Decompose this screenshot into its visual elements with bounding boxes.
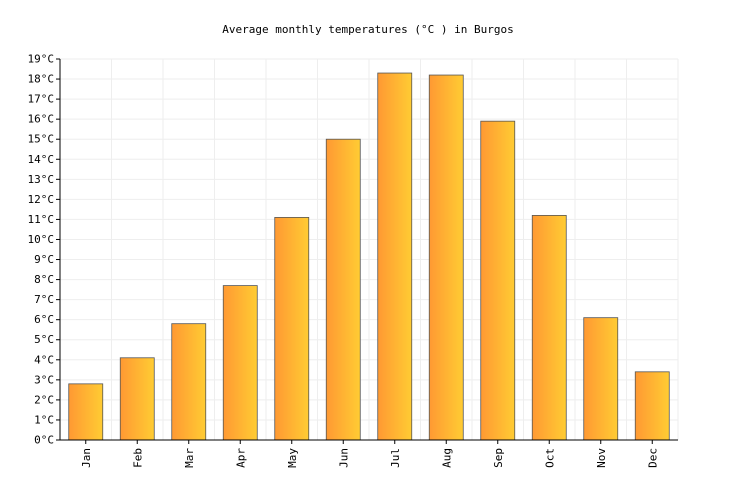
y-tick-label: 5°C — [34, 333, 54, 346]
bar-jul — [377, 72, 413, 441]
bar-oct — [531, 215, 567, 441]
bar-jun — [325, 138, 361, 441]
x-tick-label: Mar — [183, 448, 196, 468]
y-tick-label: 16°C — [28, 113, 55, 126]
axes — [56, 58, 678, 444]
y-tick-label: 11°C — [28, 213, 55, 226]
y-tick-label: 17°C — [28, 93, 55, 106]
y-tick-label: 19°C — [28, 53, 55, 66]
y-tick-label: 3°C — [34, 373, 54, 386]
bar-dec — [634, 371, 670, 441]
y-tick-label: 12°C — [28, 193, 55, 206]
bar-apr — [222, 285, 258, 441]
y-tick-label: 14°C — [28, 153, 55, 166]
x-tick-label: Dec — [646, 448, 659, 468]
y-tick-label: 6°C — [34, 313, 54, 326]
bar-may — [274, 217, 310, 441]
y-tick-label: 7°C — [34, 293, 54, 306]
x-tick-label: Sep — [492, 448, 505, 468]
y-tick-label: 9°C — [34, 253, 54, 266]
x-tick-label: Jun — [337, 448, 350, 468]
y-tick-label: 13°C — [28, 173, 55, 186]
x-tick-label: Apr — [234, 448, 247, 468]
y-tick-label: 10°C — [28, 233, 55, 246]
y-tick-label: 0°C — [34, 434, 54, 447]
bar-feb — [119, 357, 155, 441]
y-tick-label: 15°C — [28, 133, 55, 146]
bar-nov — [583, 317, 619, 441]
x-tick-label: Aug — [440, 448, 453, 468]
bar-sep — [480, 120, 516, 441]
bar-mar — [171, 323, 207, 441]
x-tick-label: Oct — [543, 448, 556, 468]
x-tick-label: Jan — [80, 448, 93, 468]
y-tick-label: 4°C — [34, 353, 54, 366]
y-tick-label: 18°C — [28, 73, 55, 86]
x-tick-label: May — [286, 448, 299, 468]
bar-jan — [68, 383, 104, 441]
y-tick-label: 1°C — [34, 413, 54, 426]
x-tick-label: Nov — [595, 448, 608, 468]
bars — [68, 72, 670, 441]
chart-title: Average monthly temperatures (°C ) in Bu… — [222, 23, 514, 36]
y-tick-label: 2°C — [34, 393, 54, 406]
x-tick-label: Jul — [389, 448, 402, 468]
y-tick-label: 8°C — [34, 273, 54, 286]
x-tick-labels: Jan Feb Mar Apr May Jun Jul Aug Sep Oct Nov Dec — [80, 448, 660, 468]
x-tick-label: Feb — [131, 448, 144, 468]
bar-aug — [428, 74, 464, 441]
y-tick-labels: 0°C 1°C 2°C 3°C 4°C 5°C 6°C 7°C 8°C 9°C 10°C 11°C 12… — [28, 53, 55, 447]
grid-lines — [60, 58, 679, 441]
